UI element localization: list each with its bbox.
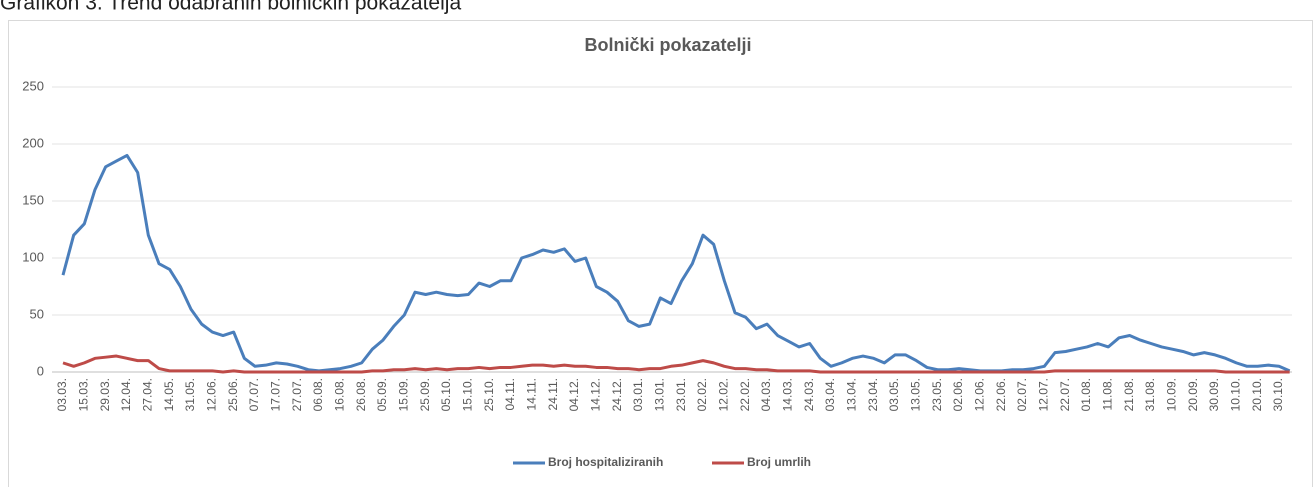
x-tick-label: 15.09. [397, 378, 411, 411]
x-tick-label: 12.06. [973, 378, 987, 411]
x-tick-label: 12.02. [717, 378, 731, 411]
x-tick-label: 12.04. [119, 378, 133, 411]
x-tick-label: 13.04. [845, 378, 859, 411]
x-tick-label: 22.02. [738, 378, 752, 411]
x-tick-label: 23.01. [674, 378, 688, 411]
x-tick-label: 03.01. [631, 378, 645, 411]
y-tick-label: 0 [37, 363, 44, 378]
x-tick-label: 24.03. [802, 378, 816, 411]
x-tick-label: 31.08. [1143, 378, 1157, 411]
x-tick-label: 12.06. [205, 378, 219, 411]
x-tick-label: 27.07. [290, 378, 304, 411]
x-tick-label: 30.09. [1207, 378, 1221, 411]
x-tick-label: 07.07. [247, 378, 261, 411]
x-tick-label: 24.11. [546, 378, 560, 410]
x-tick-label: 23.05. [930, 378, 944, 411]
x-tick-label: 04.11. [503, 378, 517, 410]
y-tick-label: 250 [22, 78, 44, 93]
x-tick-label: 03.03. [55, 378, 69, 411]
x-tick-label: 21.08. [1122, 378, 1136, 411]
x-tick-label: 14.11. [525, 378, 539, 410]
x-tick-label: 22.06. [994, 378, 1008, 411]
x-tick-label: 02.07. [1015, 378, 1029, 411]
x-tick-label: 17.07. [269, 378, 283, 411]
x-tick-label: 11.08. [1101, 378, 1115, 410]
legend-label: Broj hospitaliziranih [548, 455, 663, 469]
x-tick-label: 15.10. [461, 378, 475, 411]
chart-title: Bolnički pokazatelji [584, 35, 751, 55]
x-tick-label: 06.08. [311, 378, 325, 411]
y-tick-label: 100 [22, 249, 44, 264]
data-line [61, 153, 1291, 373]
x-tick-label: 20.10. [1250, 378, 1264, 411]
x-tick-label: 04.12. [567, 378, 581, 411]
x-tick-label: 01.08. [1079, 378, 1093, 411]
x-tick-label: 27.04. [141, 378, 155, 411]
x-tick-label: 05.09. [375, 378, 389, 411]
x-tick-label: 02.02. [695, 378, 709, 411]
y-tick-label: 150 [22, 192, 44, 207]
x-tick-label: 02.06. [951, 378, 965, 411]
chart-frame [8, 20, 1313, 487]
x-tick-label: 12.07. [1037, 378, 1051, 411]
data-line [62, 354, 1290, 374]
x-tick-label: 16.08. [333, 378, 347, 411]
x-tick-label: 20.09. [1186, 378, 1200, 411]
x-tick-label: 25.10. [482, 378, 496, 411]
x-tick-label: 13.01. [653, 378, 667, 411]
x-tick-label: 03.04. [823, 378, 837, 411]
x-tick-label: 03.05. [887, 378, 901, 411]
x-tick-label: 04.03. [759, 378, 773, 411]
x-tick-label: 10.09. [1165, 378, 1179, 411]
x-tick-label: 14.12. [589, 378, 603, 411]
x-tick-label: 25.06. [226, 378, 240, 411]
legend-label: Broj umrlih [747, 455, 811, 469]
x-tick-label: 31.05. [183, 378, 197, 411]
x-tick-label: 26.08. [354, 378, 368, 411]
x-tick-label: 13.05. [909, 378, 923, 411]
y-tick-label: 200 [22, 135, 44, 150]
x-tick-label: 25.09. [418, 378, 432, 411]
x-tick-label: 30.10. [1271, 378, 1285, 411]
caption: Grafikon 3. Trend odabranih bolničkih po… [0, 0, 461, 15]
x-tick-label: 29.03. [98, 378, 112, 411]
y-tick-label: 50 [30, 306, 44, 321]
x-tick-label: 14.03. [781, 378, 795, 411]
x-tick-label: 05.10. [439, 378, 453, 411]
x-tick-label: 24.12. [610, 378, 624, 411]
x-tick-label: 23.04. [866, 378, 880, 411]
x-tick-label: 10.10. [1229, 378, 1243, 411]
x-tick-label: 22.07. [1058, 378, 1072, 411]
x-tick-label: 15.03. [77, 378, 91, 411]
x-tick-label: 14.05. [162, 378, 176, 411]
